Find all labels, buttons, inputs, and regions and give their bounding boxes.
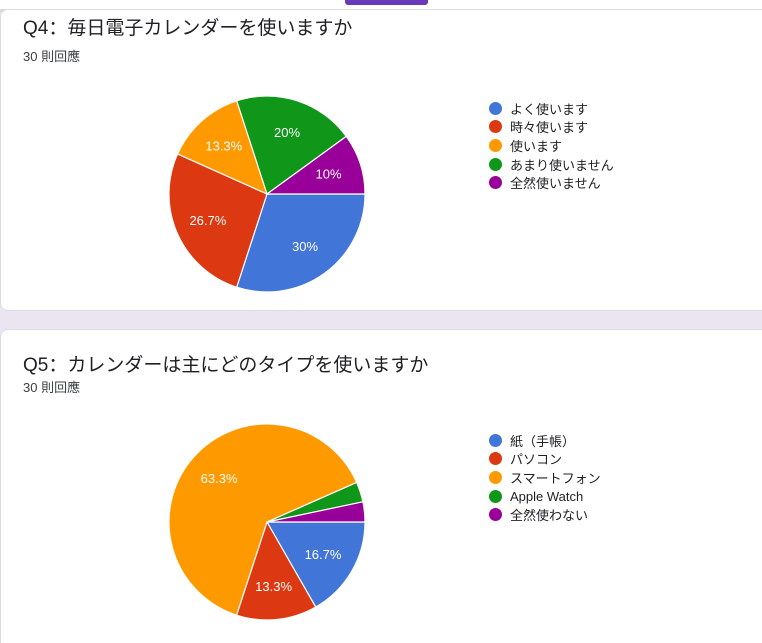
response-count: 30 則回應 <box>23 380 81 395</box>
pie-slice[interactable] <box>176 100 268 195</box>
legend-label: あまり使いません <box>510 157 614 173</box>
pie-slice-label: 63.3% <box>201 471 238 486</box>
legend-label: 紙（手帳） <box>510 433 576 449</box>
legend-label: よく使います <box>510 101 589 117</box>
pie-slice-label: 10% <box>315 167 341 182</box>
legend-color-dot <box>489 470 502 484</box>
pie-slice-label: 13.3% <box>255 579 292 594</box>
legend-color-dot <box>489 138 502 152</box>
pie-slice[interactable] <box>236 95 347 195</box>
pie-slice[interactable] <box>266 135 366 195</box>
legend-label: Apple Watch <box>510 488 584 504</box>
pie-slice-label: 20% <box>274 125 300 140</box>
chart-legend: 紙（手帳） パソコンスマートフォン Apple Watch 全然使わない <box>489 431 601 524</box>
pie-slice[interactable] <box>235 521 317 621</box>
question-card-q4: Q4：毎日電子カレンダーを使いますか 30 則回應 30% 26.7% 13.3% 2… <box>0 9 762 311</box>
legend-item: スマートフォン <box>489 468 601 487</box>
response-count: 30 則回應 <box>23 49 81 64</box>
legend-item: 時々使います <box>489 118 614 137</box>
legend-color-dot <box>489 433 502 447</box>
chart-legend: よく使います 時々使います 使いますあまり使いません 全然使いません <box>489 99 614 192</box>
question-card-q5: Q5：カレンダーは主にどのタイプを使いますか 30 則回應 16.7% 13.3%… <box>0 329 762 643</box>
legend-color-dot <box>489 489 502 503</box>
question-title: Q5：カレンダーは主にどのタイプを使いますか <box>23 355 429 376</box>
pie-slice[interactable] <box>168 423 358 616</box>
pie-slice[interactable] <box>266 501 366 523</box>
legend-item: 全然使いません <box>489 173 614 192</box>
legend-label: 時々使います <box>510 120 589 136</box>
legend-item: 使います <box>489 136 614 155</box>
legend-item: Apple Watch <box>489 487 601 506</box>
legend-item: あまり使いません <box>489 155 614 174</box>
previous-chart-bar-fragment <box>345 0 428 5</box>
pie-slice-label: 13.3% <box>205 138 242 153</box>
pie-slice[interactable] <box>266 521 366 608</box>
legend-label: パソコン <box>510 452 563 468</box>
legend-color-dot <box>489 101 502 115</box>
legend-color-dot <box>489 508 502 522</box>
legend-item: 全然使わない <box>489 505 601 524</box>
pie-slice-label: 16.7% <box>305 547 342 562</box>
pie-slice-label: 26.7% <box>189 213 226 228</box>
legend-color-dot <box>489 176 502 190</box>
pie-chart[interactable]: 16.7% 13.3% 63.3% <box>168 423 366 621</box>
question-title: Q4：毎日電子カレンダーを使いますか <box>23 18 353 39</box>
legend-label: 全然使わない <box>510 508 589 524</box>
legend-label: 使います <box>510 138 563 154</box>
legend-color-dot <box>489 157 502 171</box>
pie-slice[interactable] <box>236 193 366 293</box>
legend-color-dot <box>489 120 502 134</box>
legend-item: よく使います <box>489 99 614 118</box>
legend-label: 全然使いません <box>510 176 601 192</box>
pie-chart[interactable]: 30% 26.7% 13.3% 20% 10% <box>168 95 366 293</box>
legend-color-dot <box>489 452 502 466</box>
pie-slice-label: 30% <box>292 239 318 254</box>
legend-item: 紙（手帳） <box>489 431 601 450</box>
pie-slice[interactable] <box>168 153 268 288</box>
legend-label: スマートフォン <box>510 470 601 486</box>
legend-item: パソコン <box>489 450 601 469</box>
